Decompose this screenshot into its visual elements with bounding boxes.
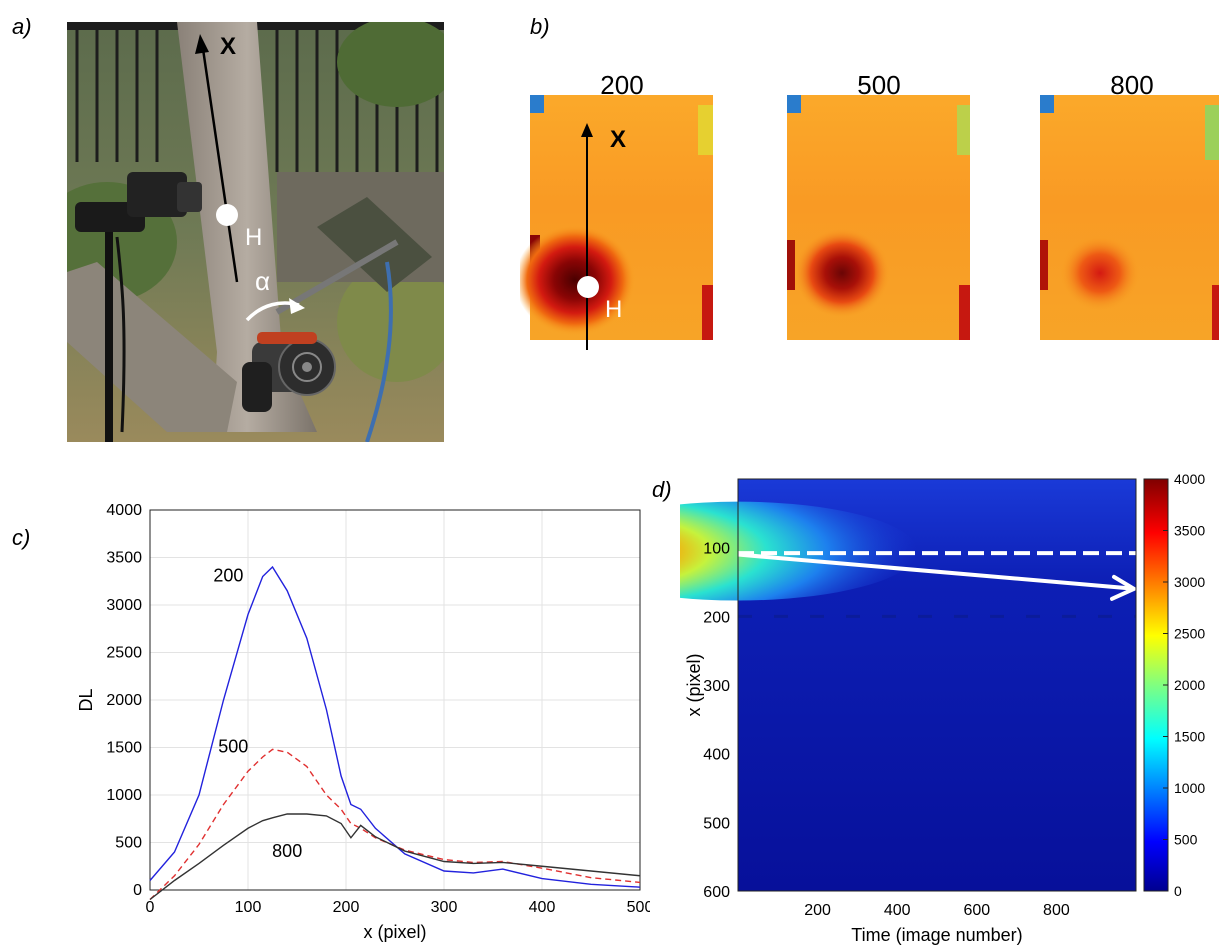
y-tick-label: 4000 xyxy=(106,502,142,519)
trend-arrow-shaft xyxy=(737,552,1131,591)
field-photo: X H α xyxy=(67,22,444,442)
colorbar-tick-label: 500 xyxy=(1174,832,1198,848)
panel-label-c: c) xyxy=(12,525,31,550)
curve-annotation: 800 xyxy=(272,841,302,861)
curve-annotation: 200 xyxy=(213,565,243,585)
thermal-point-label: H xyxy=(605,296,622,323)
series-line-500 xyxy=(149,748,641,901)
photo-point-label: H xyxy=(245,224,262,251)
colorbar-tick-label: 2000 xyxy=(1174,677,1205,693)
y-tick-label: 300 xyxy=(703,678,730,695)
thermal-images: X H xyxy=(520,95,1219,350)
y-axis-label: DL xyxy=(76,688,96,711)
y-tick-label: 600 xyxy=(703,884,730,901)
heatmap-frame xyxy=(737,478,1137,892)
series-line-200 xyxy=(149,565,641,888)
heatmap-hot-region xyxy=(680,501,918,601)
curve-annotation: 500 xyxy=(218,736,248,756)
colorbar-tick-label: 1500 xyxy=(1174,729,1205,745)
profile-line-chart: 0 100 200 300 400 500 0 500 1000 1500 2000 2500 3000… xyxy=(76,502,650,942)
x-tick-label: 0 xyxy=(146,899,155,916)
x-tick-label: 500 xyxy=(627,899,650,916)
series-line-800 xyxy=(149,813,641,901)
trend-arrow-head xyxy=(1110,574,1139,601)
panel-label-d: d) xyxy=(652,477,672,502)
x-axis-label: x (pixel) xyxy=(363,922,426,942)
thermal-frame-500 xyxy=(787,95,970,340)
thermal-title-800: 800 xyxy=(1110,70,1154,100)
y-tick-label: 200 xyxy=(703,609,730,626)
thermal-frame-200: X H xyxy=(520,95,713,350)
y-tick-label: 500 xyxy=(115,835,142,852)
y-tick-label: 3000 xyxy=(106,597,142,614)
thermal-title-500: 500 xyxy=(857,70,901,100)
photo-axis-label: X xyxy=(220,33,236,60)
photo-angle-label: α xyxy=(255,266,270,296)
colorbar-tick-label: 0 xyxy=(1174,883,1182,899)
colorbar-tick-label: 4000 xyxy=(1174,471,1205,487)
y-tick-label: 400 xyxy=(703,747,730,764)
y-tick-label: 1500 xyxy=(106,740,142,757)
y-axis-label: x (pixel) xyxy=(684,653,704,716)
thermal-heater-marker xyxy=(577,276,599,298)
space-time-heatmap: 200 400 600 800 100 200 300 400 500 600 Time (imag… xyxy=(680,471,1205,945)
colorbar-tick-label: 3000 xyxy=(1174,574,1205,590)
thermal-axis-label: X xyxy=(610,126,626,153)
x-axis-label: Time (image number) xyxy=(851,925,1022,945)
colorbar-tick-label: 1000 xyxy=(1174,780,1205,796)
thermal-title-200: 200 xyxy=(600,70,644,100)
x-tick-label: 300 xyxy=(431,899,458,916)
y-tick-label: 100 xyxy=(703,541,730,558)
x-tick-label: 800 xyxy=(1043,902,1070,919)
heater-point-marker xyxy=(216,204,238,226)
colorbar-tick-label: 2500 xyxy=(1174,626,1205,642)
x-tick-label: 200 xyxy=(804,902,831,919)
panel-label-b: b) xyxy=(530,14,550,39)
x-tick-label: 400 xyxy=(884,902,911,919)
y-tick-label: 0 xyxy=(133,882,142,899)
x-tick-label: 200 xyxy=(333,899,360,916)
plot-frame xyxy=(149,509,641,891)
x-tick-label: 100 xyxy=(235,899,262,916)
y-tick-label: 2000 xyxy=(106,692,142,709)
y-tick-label: 1000 xyxy=(106,787,142,804)
thermal-frame-800 xyxy=(1040,95,1219,340)
x-tick-label: 600 xyxy=(963,902,990,919)
x-tick-label: 400 xyxy=(529,899,556,916)
panel-label-a: a) xyxy=(12,14,32,39)
y-tick-label: 2500 xyxy=(106,645,142,662)
y-tick-label: 3500 xyxy=(106,550,142,567)
y-tick-label: 500 xyxy=(703,815,730,832)
colorbar-tick-label: 3500 xyxy=(1174,523,1205,539)
